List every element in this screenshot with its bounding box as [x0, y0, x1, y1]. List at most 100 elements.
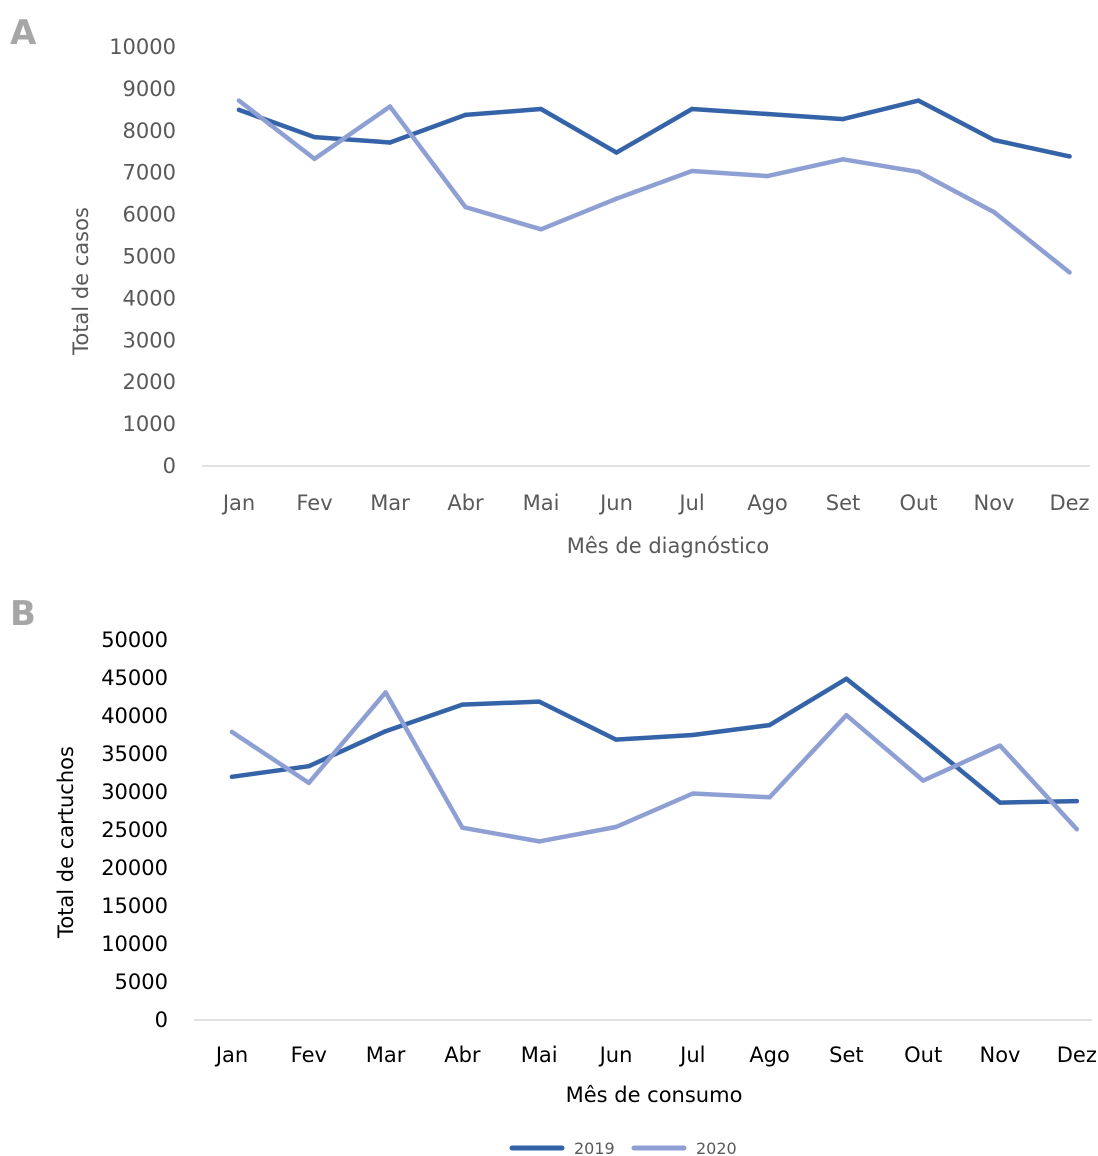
data-point-2019: [229, 774, 235, 779]
x-tick-label: Jul: [678, 1043, 705, 1067]
data-point-2020: [690, 791, 695, 796]
data-point-2020: [229, 729, 235, 735]
data-point-2020: [1067, 270, 1072, 275]
y-tick-label: 25000: [101, 818, 168, 842]
y-tick-label: 7000: [123, 161, 176, 185]
y-tick-label: 20000: [101, 856, 168, 880]
x-tick-label: Mar: [366, 1043, 406, 1067]
legend: 2019 2020: [509, 1139, 737, 1156]
data-point-2019: [689, 106, 695, 112]
y-tick-label: 5000: [123, 245, 176, 269]
data-point-2019: [387, 140, 393, 145]
y-tick-label: 35000: [101, 742, 168, 766]
data-point-2019: [537, 699, 542, 704]
data-point-2019: [844, 676, 849, 681]
x-tick-label: Set: [826, 491, 860, 515]
y-tick-label: 30000: [101, 780, 168, 804]
x-tick-label: Dez: [1049, 491, 1089, 515]
x-tick-label: Mar: [370, 491, 410, 515]
y-tick-label: 8000: [123, 119, 176, 143]
data-point-2019: [991, 137, 997, 143]
y-tick-label: 10000: [109, 35, 176, 59]
series-line-2020: [229, 690, 1080, 844]
data-point-2019: [312, 134, 317, 140]
y-tick-label: 4000: [123, 286, 176, 310]
y-tick-label: 6000: [123, 203, 176, 227]
x-tick-label: Jan: [221, 491, 255, 515]
x-tick-label: Nov: [974, 491, 1015, 515]
x-tick-label: Jul: [677, 491, 704, 515]
panel-letter-a: A: [10, 13, 37, 53]
data-point-2019: [765, 111, 770, 117]
data-point-2019: [460, 702, 465, 707]
y-tick-label: 3000: [123, 328, 176, 352]
legend-label-2020: 2020: [696, 1139, 737, 1156]
x-tick-label: Fev: [296, 491, 332, 515]
y-tick-label: 0: [163, 454, 176, 478]
data-point-2020: [236, 98, 242, 103]
data-point-2020: [312, 156, 317, 162]
y-tick-label: 50000: [101, 628, 168, 652]
x-tick-label: Mai: [521, 1043, 558, 1067]
data-point-2019: [613, 737, 619, 742]
legend-label-2019: 2019: [574, 1139, 615, 1156]
data-point-2019: [306, 763, 311, 769]
data-point-2019: [840, 116, 846, 122]
x-tick-label: Abr: [444, 1043, 481, 1067]
data-point-2020: [991, 209, 997, 215]
data-point-2020: [840, 157, 846, 162]
data-point-2020: [613, 824, 619, 830]
series-line-2019: [229, 676, 1080, 805]
chart-panel-a: A 0 1000 2000 3000 4000 5000 6000 7000 8000 9000 10…: [10, 13, 1090, 558]
data-point-2020: [1074, 827, 1080, 832]
series-line-2020: [236, 98, 1072, 275]
y-tick-label: 10000: [101, 932, 168, 956]
data-point-2020: [916, 169, 921, 175]
data-point-2020: [614, 196, 619, 201]
data-point-2020: [844, 713, 849, 718]
x-tick-label: Out: [899, 491, 937, 515]
chart-panel-b: B 0 5000 10000 15000 20000 25000 30000 35000 4000…: [10, 594, 1097, 1107]
y-axis-title: Total de cartuchos: [54, 746, 78, 939]
y-tick-label: 0: [155, 1008, 168, 1032]
x-tick-label: Jun: [598, 491, 633, 515]
x-tick-label: Ago: [749, 1043, 790, 1067]
y-tick-label: 5000: [115, 970, 168, 994]
data-point-2020: [387, 104, 393, 109]
x-tick-label: Nov: [980, 1043, 1021, 1067]
x-axis-title: Mês de diagnóstico: [567, 534, 770, 558]
data-point-2019: [1067, 154, 1072, 159]
data-point-2019: [1074, 798, 1080, 804]
x-tick-label: Jun: [598, 1043, 633, 1067]
x-tick-label: Set: [829, 1043, 863, 1067]
x-axis-title: Mês de consumo: [566, 1083, 743, 1107]
y-tick-label: 40000: [101, 704, 168, 728]
data-point-2020: [538, 227, 544, 232]
y-tick-label: 9000: [123, 77, 176, 101]
y-tick-label: 45000: [101, 666, 168, 690]
data-point-2019: [767, 722, 772, 728]
data-point-2019: [921, 737, 926, 742]
data-point-2020: [767, 795, 772, 800]
y-axis-title: Total de casos: [69, 207, 93, 356]
data-point-2020: [460, 825, 465, 830]
x-tick-label: Mai: [523, 491, 560, 515]
x-tick-label: Jan: [214, 1043, 248, 1067]
data-point-2020: [921, 778, 926, 783]
data-point-2019: [463, 112, 468, 118]
y-tick-label: 15000: [101, 894, 168, 918]
x-tick-label: Abr: [447, 491, 484, 515]
data-point-2020: [383, 690, 388, 695]
data-point-2019: [614, 150, 619, 155]
data-point-2019: [916, 98, 921, 103]
data-point-2020: [689, 168, 695, 174]
data-point-2020: [463, 204, 468, 210]
x-tick-label: Out: [904, 1043, 942, 1067]
x-tick-label: Dez: [1057, 1043, 1097, 1067]
data-point-2020: [997, 743, 1003, 748]
x-tick-label: Fev: [291, 1043, 327, 1067]
panel-letter-b: B: [10, 594, 36, 634]
data-point-2020: [306, 780, 311, 786]
